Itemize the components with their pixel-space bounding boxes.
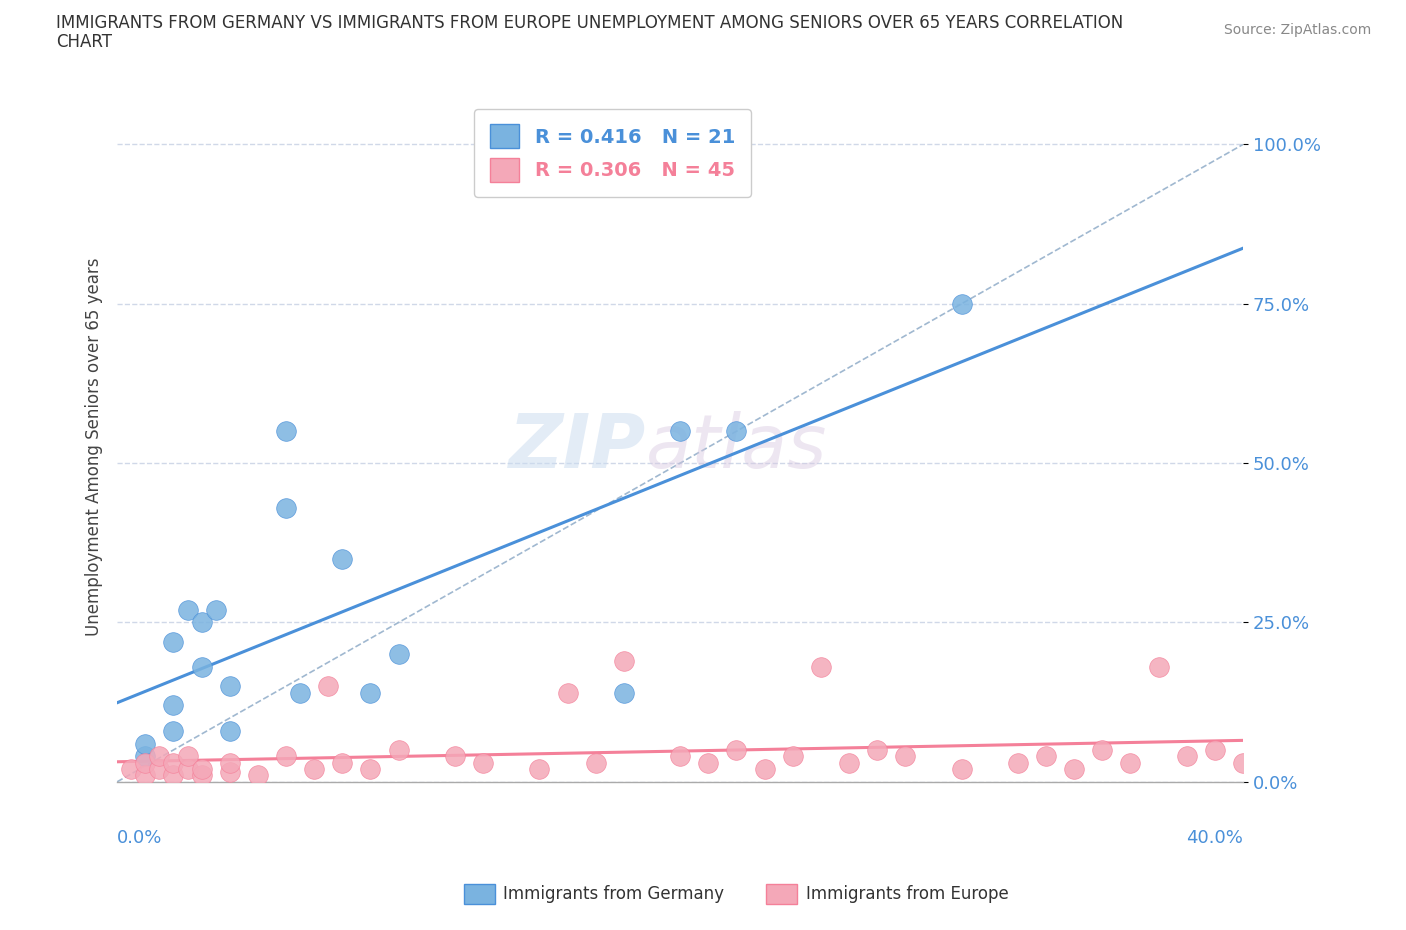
Bar <box>766 884 797 904</box>
Legend: R = 0.416   N = 21, R = 0.306   N = 45: R = 0.416 N = 21, R = 0.306 N = 45 <box>474 109 751 197</box>
Point <box>162 634 184 649</box>
Point <box>669 749 692 764</box>
Point <box>810 659 832 674</box>
Point <box>302 762 325 777</box>
Point <box>360 762 382 777</box>
Point <box>190 762 212 777</box>
Point <box>274 424 297 439</box>
Point <box>1232 755 1254 770</box>
Point <box>1007 755 1029 770</box>
Point <box>162 724 184 738</box>
Point <box>134 749 156 764</box>
Point <box>669 424 692 439</box>
Point <box>1063 762 1085 777</box>
Point <box>1035 749 1057 764</box>
Point <box>388 647 411 662</box>
Text: 40.0%: 40.0% <box>1187 829 1243 846</box>
Point <box>388 742 411 757</box>
Text: Immigrants from Germany: Immigrants from Germany <box>503 884 724 903</box>
Point <box>176 603 198 618</box>
Point <box>246 768 269 783</box>
Point <box>274 749 297 764</box>
Text: Immigrants from Europe: Immigrants from Europe <box>806 884 1008 903</box>
Point <box>360 685 382 700</box>
Text: CHART: CHART <box>56 33 112 50</box>
Point <box>190 659 212 674</box>
Text: IMMIGRANTS FROM GERMANY VS IMMIGRANTS FROM EUROPE UNEMPLOYMENT AMONG SENIORS OVE: IMMIGRANTS FROM GERMANY VS IMMIGRANTS FR… <box>56 14 1123 32</box>
Point <box>1204 742 1226 757</box>
Point <box>725 424 748 439</box>
Point <box>274 500 297 515</box>
Point <box>330 755 353 770</box>
Point <box>613 685 636 700</box>
Point <box>218 679 240 694</box>
Text: 0.0%: 0.0% <box>117 829 163 846</box>
Point <box>613 653 636 668</box>
Point <box>190 768 212 783</box>
Point <box>697 755 720 770</box>
Point <box>950 762 973 777</box>
Point <box>162 698 184 712</box>
Point <box>162 755 184 770</box>
Point <box>134 736 156 751</box>
Point <box>585 755 607 770</box>
Point <box>148 762 170 777</box>
Point <box>557 685 579 700</box>
Point <box>190 615 212 630</box>
Text: Source: ZipAtlas.com: Source: ZipAtlas.com <box>1223 23 1371 37</box>
Point <box>148 749 170 764</box>
Text: atlas: atlas <box>647 411 828 484</box>
Point <box>472 755 495 770</box>
Point <box>204 603 226 618</box>
Point <box>1147 659 1170 674</box>
Point <box>754 762 776 777</box>
Point <box>838 755 860 770</box>
Point <box>866 742 889 757</box>
Text: ZIP: ZIP <box>509 411 647 484</box>
Point <box>218 764 240 779</box>
Point <box>782 749 804 764</box>
Point <box>134 755 156 770</box>
Point <box>120 762 142 777</box>
Point <box>529 762 551 777</box>
Point <box>218 724 240 738</box>
Bar <box>464 884 495 904</box>
Point <box>1175 749 1198 764</box>
Point <box>330 551 353 566</box>
Point <box>1119 755 1142 770</box>
Point <box>176 749 198 764</box>
Point <box>444 749 467 764</box>
Point <box>894 749 917 764</box>
Point <box>950 297 973 312</box>
Point <box>725 742 748 757</box>
Point <box>1091 742 1114 757</box>
Y-axis label: Unemployment Among Seniors over 65 years: Unemployment Among Seniors over 65 years <box>86 258 103 636</box>
Point <box>176 762 198 777</box>
Point <box>218 755 240 770</box>
Point <box>316 679 339 694</box>
Point <box>134 768 156 783</box>
Point <box>288 685 311 700</box>
Point <box>162 768 184 783</box>
